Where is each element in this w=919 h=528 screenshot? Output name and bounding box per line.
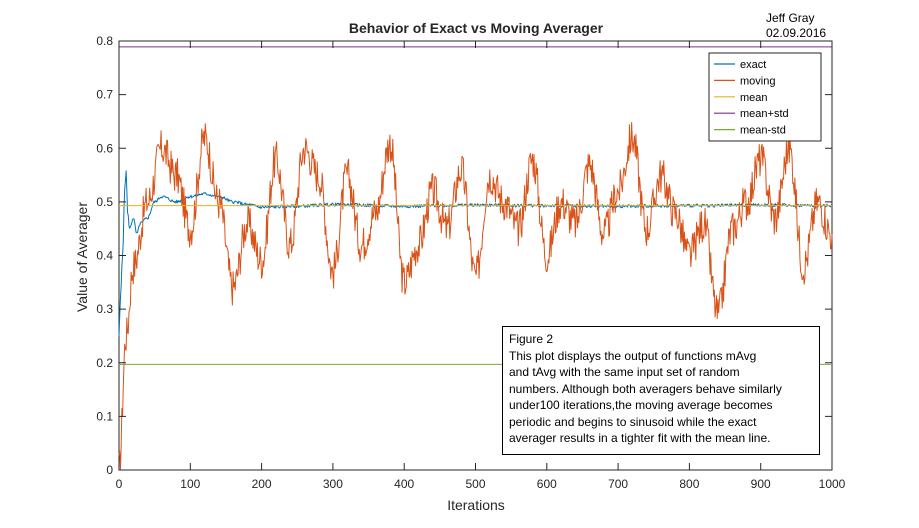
x-tick-label: 500 bbox=[465, 477, 485, 491]
y-tick-label: 0.4 bbox=[96, 249, 113, 263]
y-tick-label: 0.1 bbox=[96, 409, 113, 423]
x-tick-label: 100 bbox=[180, 477, 200, 491]
x-tick-label: 700 bbox=[608, 477, 628, 491]
series-line-exact bbox=[118, 170, 833, 337]
legend-label: mean+std bbox=[740, 108, 789, 120]
annotation-line: Figure 2 bbox=[509, 332, 554, 346]
x-tick-label: 400 bbox=[394, 477, 414, 491]
y-tick-label: 0 bbox=[106, 463, 113, 477]
y-tick-label: 0.5 bbox=[96, 195, 113, 209]
y-tick-label: 0.7 bbox=[96, 88, 113, 102]
legend-label: moving bbox=[740, 75, 775, 87]
legend-label: mean-std bbox=[740, 125, 786, 137]
x-tick-label: 0 bbox=[116, 477, 123, 491]
x-tick-label: 200 bbox=[252, 477, 272, 491]
annotation-line: and tAvg with the same input set of rand… bbox=[509, 365, 740, 379]
chart-title: Behavior of Exact vs Moving Averager bbox=[349, 20, 604, 36]
x-tick-label: 900 bbox=[751, 477, 771, 491]
annotation-line: under100 iterations,the moving average b… bbox=[509, 398, 773, 412]
y-tick-label: 0.8 bbox=[96, 34, 113, 48]
x-tick-label: 800 bbox=[679, 477, 699, 491]
annotation-box: Figure 2 This plot displays the output o… bbox=[502, 326, 820, 455]
x-axis-label: Iterations bbox=[447, 497, 505, 513]
legend-label: exact bbox=[740, 59, 766, 71]
ticks-layer: 0 100 200 300 400 500 600 700 800 900 1000 0 0.1 0.2 0… bbox=[96, 34, 845, 491]
x-tick-label: 600 bbox=[537, 477, 557, 491]
y-tick-label: 0.6 bbox=[96, 141, 113, 155]
y-tick-label: 0.3 bbox=[96, 302, 113, 316]
x-tick-label: 1000 bbox=[819, 477, 846, 491]
legend: exact moving mean mean+std mean-std bbox=[708, 52, 822, 142]
annotation-line: periodic and begins to sinusoid while th… bbox=[509, 414, 757, 429]
annotation-line: numbers. Although both averagers behave … bbox=[509, 381, 782, 396]
y-axis-label: Value of Averager bbox=[74, 202, 90, 312]
series-line-moving bbox=[118, 121, 833, 471]
annotation-line: averager results in a tighter fit with t… bbox=[509, 431, 771, 445]
legend-label: mean bbox=[740, 92, 768, 104]
y-tick-label: 0.2 bbox=[96, 356, 113, 370]
annotation-line: This plot displays the output of functio… bbox=[509, 348, 757, 363]
x-tick-label: 300 bbox=[323, 477, 343, 491]
author-name: Jeff Gray bbox=[766, 11, 814, 25]
author-date: 02.09.2016 bbox=[766, 26, 826, 40]
